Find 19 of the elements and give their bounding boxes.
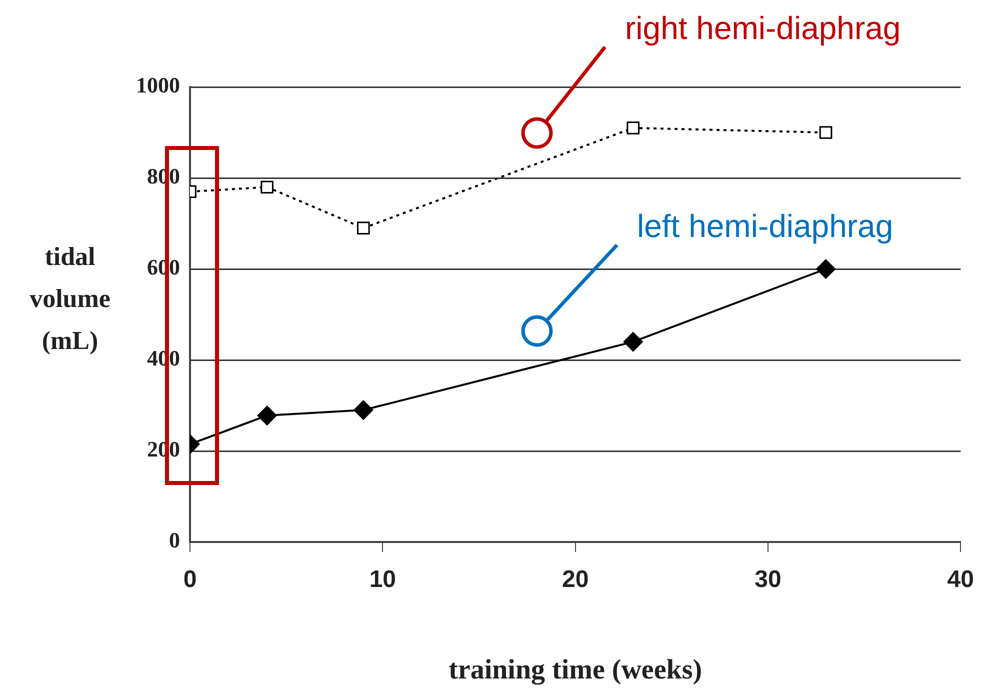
x-tick-label: 10 [369, 566, 396, 594]
point [626, 122, 640, 134]
x-tick-label: 30 [754, 566, 782, 594]
point [623, 332, 643, 352]
y-tick-label: 1000 [136, 72, 180, 98]
y-axis-title: tidal volume (mL) [30, 242, 110, 355]
x-tick-label: 0 [183, 566, 197, 594]
y-tick-label: 0 [169, 528, 180, 553]
point [356, 222, 370, 234]
annotation: left hemi-diaphrag [637, 208, 894, 244]
x-tick-label: 20 [562, 566, 589, 594]
point [257, 406, 277, 426]
point [816, 259, 836, 279]
x-axis-title: training time (weeks) [448, 654, 702, 686]
point [260, 180, 274, 194]
point [819, 126, 832, 139]
point [354, 400, 374, 420]
text: right hemi-diaphrag [625, 10, 901, 46]
x-tick-label: 40 [947, 566, 974, 594]
